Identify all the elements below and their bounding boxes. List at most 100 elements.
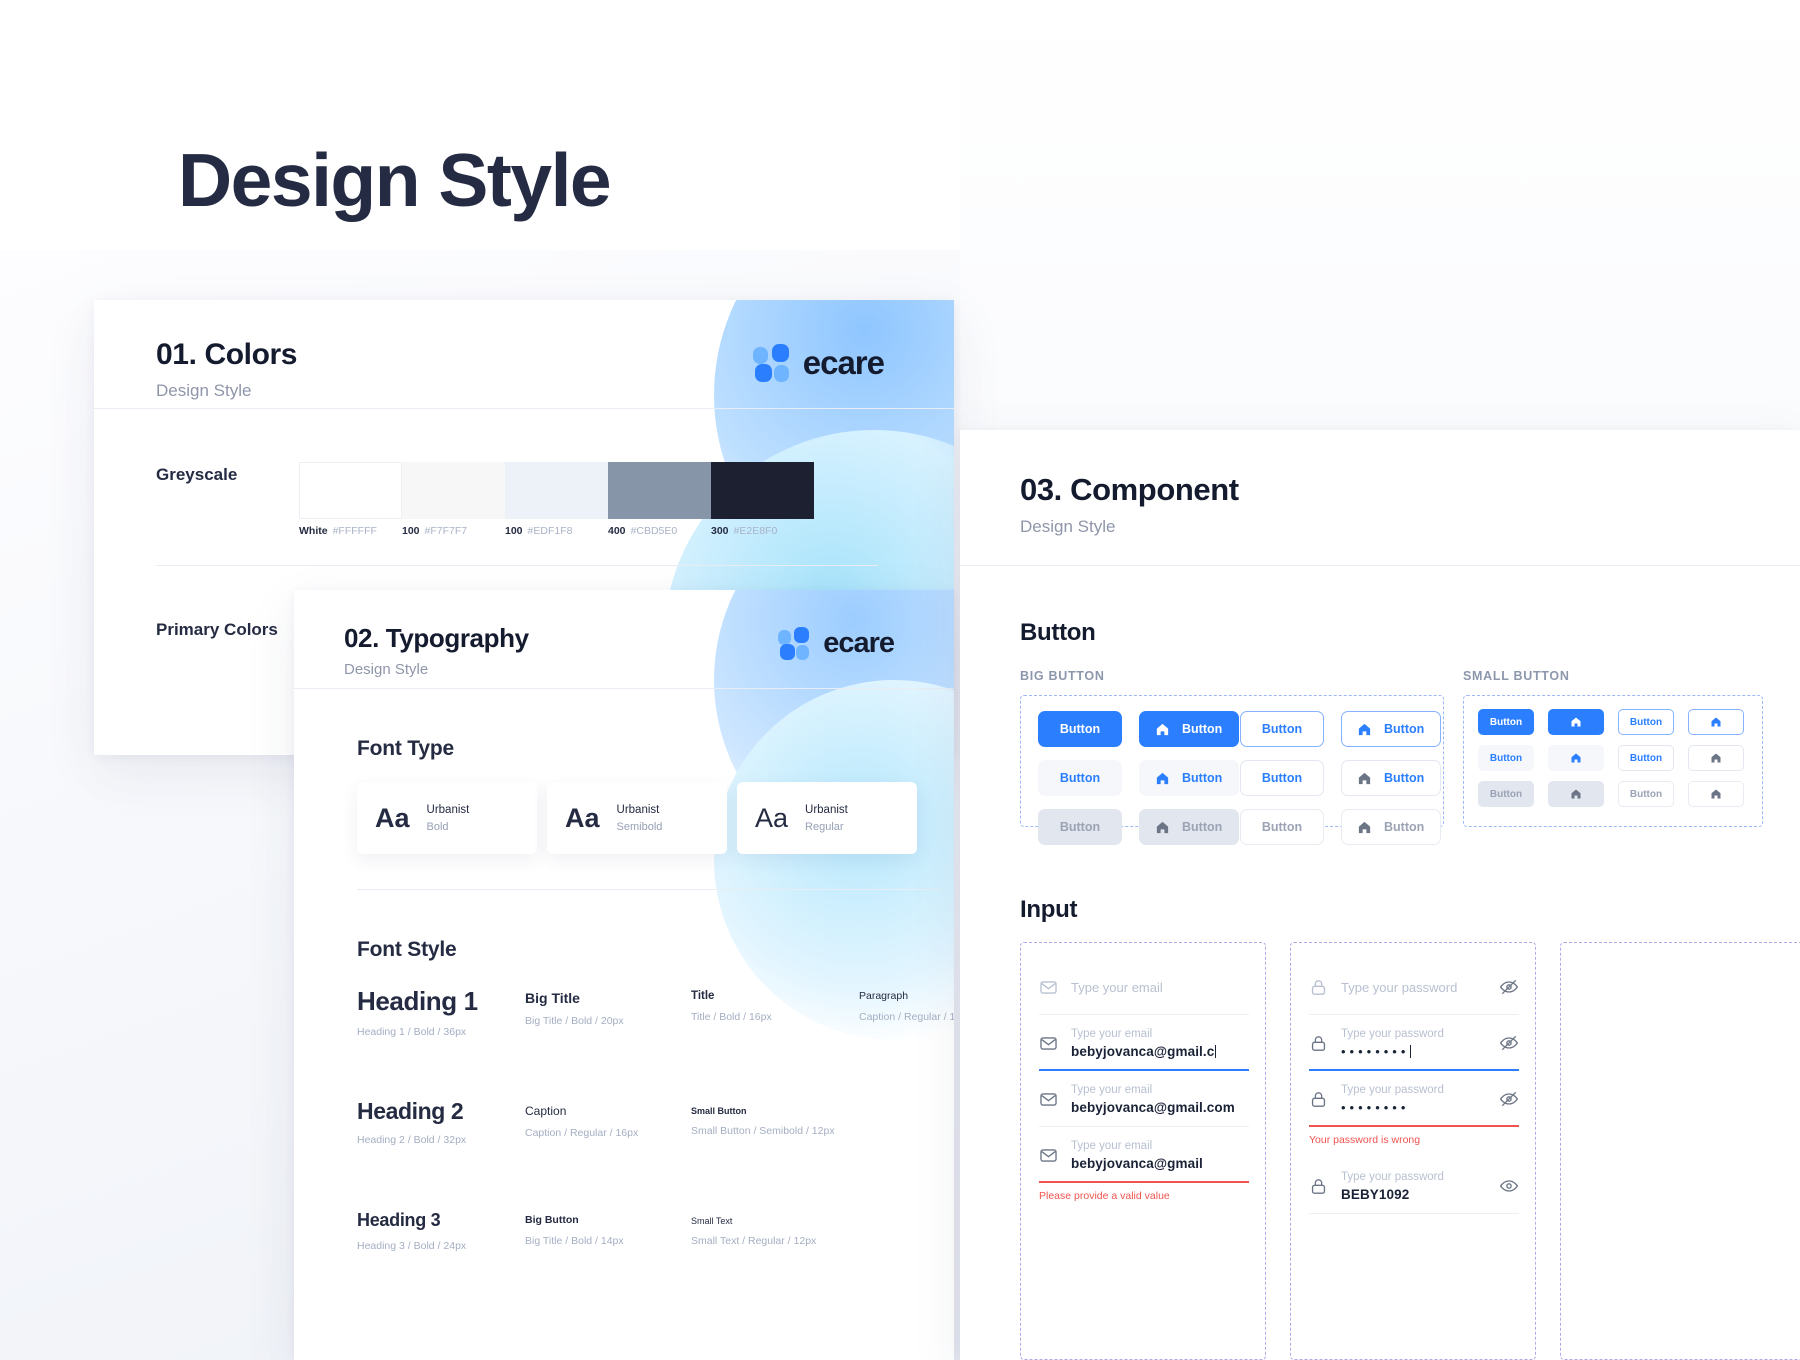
font-type-family: Urbanist xyxy=(805,803,848,816)
typography-card-number: 02. Typography xyxy=(344,623,529,653)
swatch-name: 300 xyxy=(711,525,729,537)
background-wash-top-right xyxy=(960,0,1800,440)
font-style-item: Caption Caption / Regular / 16px xyxy=(525,1104,638,1139)
password-input-body: Type your password xyxy=(1341,980,1486,995)
font-type-sample: Aa xyxy=(375,802,410,833)
button-soft[interactable]: Button xyxy=(1038,760,1122,796)
colors-card-header: 01. Colors Design Style ecare xyxy=(94,300,954,401)
home-icon xyxy=(1711,753,1721,763)
input-section-title: Input xyxy=(1020,896,1078,923)
font-style-item: Heading 1 Heading 1 / Bold / 36px xyxy=(357,986,478,1038)
email-value: bebyjovanca@gmail.com xyxy=(1071,1099,1235,1115)
font-style-sample: Small Button xyxy=(691,1106,747,1116)
button-label: Button xyxy=(1182,771,1223,785)
component-card: 03. Component Design Style Button BIG BU… xyxy=(960,430,1800,1360)
font-style-item: Heading 3 Heading 3 / Bold / 24px xyxy=(357,1210,466,1252)
input-underline xyxy=(1309,1213,1519,1214)
page-title: Design Style xyxy=(178,138,612,222)
swatch xyxy=(299,462,402,519)
lock-icon xyxy=(1311,1178,1326,1194)
lock-icon xyxy=(1311,979,1326,995)
font-type-family: Urbanist xyxy=(616,803,660,816)
password-placeholder: Type your password xyxy=(1341,1170,1444,1183)
button-ghost[interactable]: Button xyxy=(1240,760,1324,796)
mail-icon xyxy=(1040,980,1057,994)
button-primary[interactable]: Button xyxy=(1038,711,1122,747)
ecare-logo: ecare xyxy=(752,344,885,382)
button-outline-icon[interactable]: Button xyxy=(1341,711,1441,747)
font-type-weight: Bold xyxy=(426,820,449,833)
font-style-sample: Small Text xyxy=(691,1216,733,1226)
home-icon xyxy=(1156,772,1169,784)
swatch-label: White #FFFFFF xyxy=(299,525,402,537)
input-underline-focus xyxy=(1309,1069,1519,1071)
small-button-ghost[interactable]: Button xyxy=(1618,745,1674,771)
email-value-wrap: bebyjovanca@gmail.c xyxy=(1071,1044,1249,1059)
colors-card-number: 01. Colors xyxy=(156,338,298,371)
email-fields: Type your email Type your email bebyjova… xyxy=(1039,959,1249,1202)
small-button-primary[interactable]: Button xyxy=(1478,709,1534,735)
small-button-ghost-icon[interactable] xyxy=(1688,745,1744,771)
swatch-label: 100 #EDF1F8 xyxy=(505,525,608,537)
password-input-body: Type your password •••••••• xyxy=(1341,1028,1486,1059)
home-icon xyxy=(1571,717,1581,727)
swatch-hex: #EDF1F8 xyxy=(527,525,573,537)
swatch-label: 300 #E2E8F0 xyxy=(711,525,814,537)
small-button-group: Button Button Button Button Button xyxy=(1463,695,1763,827)
email-input-body: Type your email bebyjovanca@gmail xyxy=(1071,1140,1249,1171)
password-placeholder: Type your password xyxy=(1341,1083,1444,1096)
password-input-focused[interactable]: Type your password •••••••• xyxy=(1309,1015,1519,1071)
home-icon xyxy=(1358,723,1371,735)
email-input-error[interactable]: Type your email bebyjovanca@gmail xyxy=(1039,1127,1249,1183)
input-underline xyxy=(1039,1014,1249,1015)
password-input-empty[interactable]: Type your password xyxy=(1309,959,1519,1015)
eye-off-icon[interactable] xyxy=(1499,977,1519,997)
email-placeholder: Type your email xyxy=(1071,1083,1153,1096)
font-type-family: Urbanist xyxy=(426,803,470,816)
small-button-primary-icon[interactable] xyxy=(1548,709,1604,735)
small-button-disabled-outline: Button xyxy=(1618,781,1674,807)
font-style-spec: Heading 1 / Bold / 36px xyxy=(357,1026,467,1038)
input-underline xyxy=(1309,1014,1519,1015)
small-button-outline-icon[interactable] xyxy=(1688,709,1744,735)
colors-section-divider xyxy=(156,565,878,566)
button-outline[interactable]: Button xyxy=(1240,711,1324,747)
home-icon xyxy=(1156,821,1169,833)
email-input-filled[interactable]: Type your email bebyjovanca@gmail.com xyxy=(1039,1071,1249,1127)
font-style-spec: Big Title / Bold / 14px xyxy=(525,1235,624,1247)
small-button-soft[interactable]: Button xyxy=(1478,745,1534,771)
font-style-sample: Caption xyxy=(525,1104,567,1118)
input-underline xyxy=(1039,1126,1249,1127)
typography-header-divider xyxy=(294,688,954,689)
input-underline-focus xyxy=(1039,1069,1249,1071)
button-soft-icon[interactable]: Button xyxy=(1139,760,1239,796)
eye-icon[interactable] xyxy=(1499,1176,1519,1196)
email-placeholder: Type your email xyxy=(1071,1139,1153,1152)
font-style-item: Paragraph Caption / Regular / 14px xyxy=(859,990,954,1023)
email-input-body: Type your email bebyjovanca@gmail.com xyxy=(1071,1084,1249,1115)
eye-off-icon[interactable] xyxy=(1499,1089,1519,1109)
email-input-empty[interactable]: Type your email xyxy=(1039,959,1249,1015)
font-type-cards: Aa Urbanist Bold Aa Urbanist Semibold Aa… xyxy=(357,782,917,854)
email-input-focused[interactable]: Type your email bebyjovanca@gmail.c xyxy=(1039,1015,1249,1071)
font-style-item: Big Button Big Title / Bold / 14px xyxy=(525,1214,624,1247)
font-type-card: Aa Urbanist Bold xyxy=(357,782,537,854)
button-ghost-icon[interactable]: Button xyxy=(1341,760,1441,796)
small-button-soft-icon[interactable] xyxy=(1548,745,1604,771)
mail-icon xyxy=(1040,1092,1057,1106)
font-style-item: Small Text Small Text / Regular / 12px xyxy=(691,1216,816,1247)
password-input-visible[interactable]: Type your password BEBY1092 xyxy=(1309,1158,1519,1214)
email-input-body: Type your email bebyjovanca@gmail.c xyxy=(1071,1028,1249,1059)
font-style-spec: Caption / Regular / 14px xyxy=(859,1011,954,1023)
font-type-card: Aa Urbanist Semibold xyxy=(547,782,727,854)
big-button-group: Button Button Button Button Button Butto… xyxy=(1020,695,1444,845)
password-input-error[interactable]: Type your password •••••••• xyxy=(1309,1071,1519,1127)
button-primary-icon[interactable]: Button xyxy=(1139,711,1239,747)
home-icon xyxy=(1711,789,1721,799)
swatch-hex: #CBD5E0 xyxy=(630,525,678,537)
font-style-sample: Paragraph xyxy=(859,990,909,1002)
small-button-outline[interactable]: Button xyxy=(1618,709,1674,735)
swatch-hex: #E2E8F0 xyxy=(733,525,778,537)
swatch xyxy=(711,462,814,519)
eye-off-icon[interactable] xyxy=(1499,1033,1519,1053)
